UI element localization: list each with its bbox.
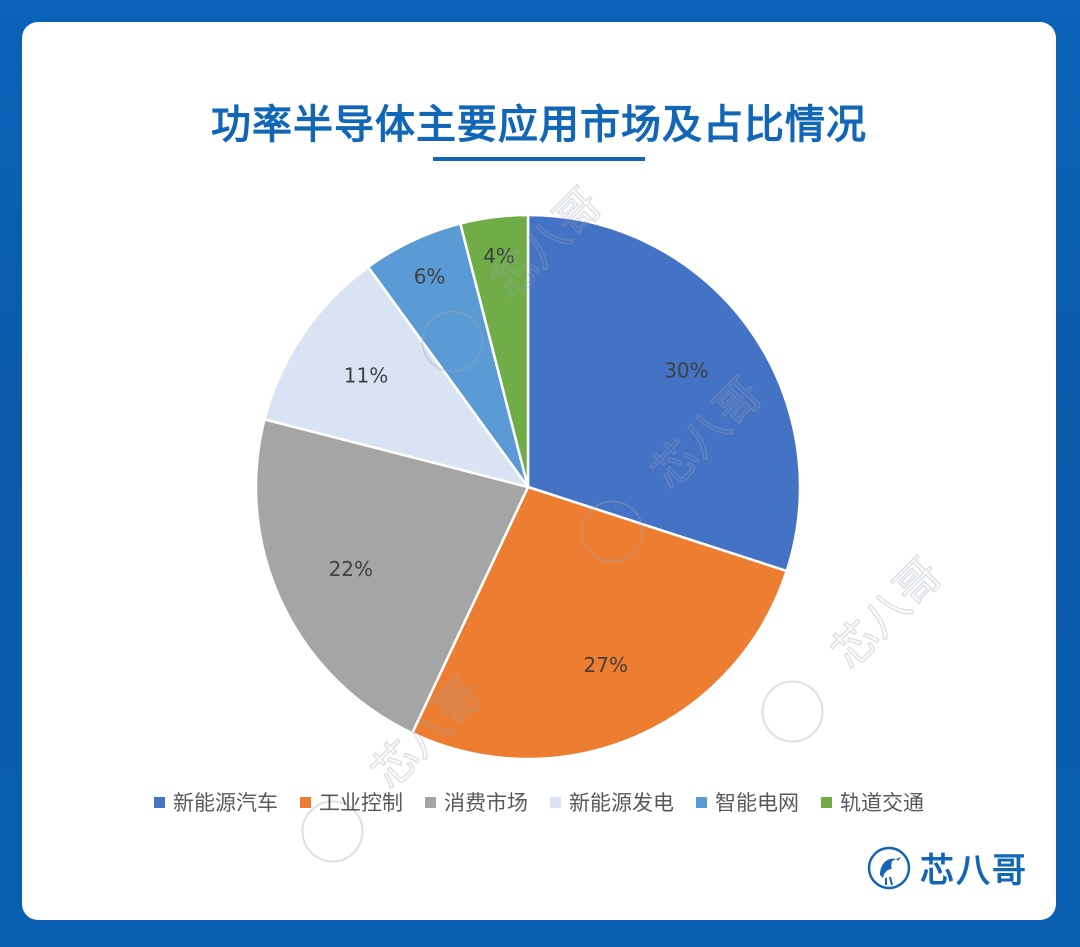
brand-name: 芯八哥 [920,851,1028,891]
legend-swatch [550,796,561,808]
legend-swatch [300,796,311,808]
legend-item: 新能源汽车 [154,787,278,817]
legend-swatch [425,796,436,808]
page-title: 功率半导体主要应用市场及占比情况 [211,102,867,148]
legend-swatch [821,796,832,808]
legend-label: 新能源发电 [569,791,674,815]
pie-slice [458,213,530,488]
legend-label: 新能源汽车 [173,791,278,815]
chart-card: 功率半导体主要应用市场及占比情况 30% 27% 22% 11% 6% 4% 芯八哥 芯八哥… [22,22,1056,920]
pie-slices [254,213,802,761]
pie-slice-label: 11% [344,363,388,387]
legend-label: 智能电网 [715,791,799,815]
legend-label: 轨道交通 [840,791,924,815]
pie-slice [526,213,802,573]
legend-label: 消费市场 [444,791,528,815]
pie-slice [410,485,789,761]
legend-swatch [154,796,165,808]
legend-label: 工业控制 [319,791,403,815]
legend-item: 工业控制 [300,787,403,817]
pie-slice-label: 6% [414,264,446,288]
legend-item: 轨道交通 [821,787,924,817]
pie-slice-label: 22% [329,557,373,581]
title-underline [433,157,645,161]
pie-slice-label: 4% [483,244,515,268]
pie-slice-label: 30% [664,358,708,382]
bird-circuit-logo-icon [867,846,911,889]
pie-labels: 30% 27% 22% 11% 6% 4% [329,244,709,677]
legend-swatch [696,796,707,808]
legend-item: 消费市场 [425,787,528,817]
pie-slice [254,417,530,735]
brand-mark: 芯八哥 [866,843,1028,892]
chart-legend: 新能源汽车 工业控制 消费市场 新能源发电 智能电网 轨道交通 [22,787,1056,817]
legend-item: 新能源发电 [550,787,674,817]
pie-slice [263,265,532,490]
svg-text:芯八哥: 芯八哥 [822,549,951,678]
pie-slice-label: 27% [584,653,628,677]
legend-item: 智能电网 [696,787,799,817]
